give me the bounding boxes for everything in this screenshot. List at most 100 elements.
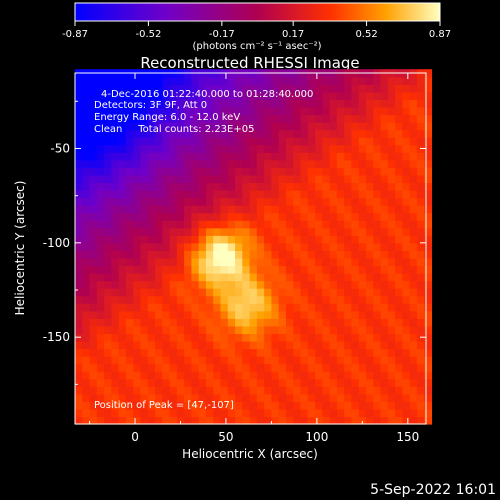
heatmap-cell: [125, 174, 134, 184]
heatmap-cell: [307, 340, 316, 350]
heatmap-cell: [96, 393, 105, 402]
heatmap-cell: [402, 235, 411, 244]
heatmap-cell: [227, 310, 236, 319]
heatmap-cell: [336, 106, 345, 116]
heatmap-cell: [147, 106, 156, 116]
heatmap-cell: [249, 408, 258, 418]
heatmap-cell: [198, 408, 207, 418]
heatmap-cell: [409, 220, 418, 229]
heatmap-cell: [96, 212, 105, 221]
heatmap-cell: [213, 174, 222, 184]
heatmap-cell: [300, 333, 309, 342]
heatmap-cell: [424, 378, 433, 387]
heatmap-cell: [184, 242, 192, 251]
heatmap-cell: [198, 371, 207, 380]
heatmap-cell: [416, 348, 425, 357]
heatmap-cell: [336, 84, 345, 93]
heatmap-cell: [213, 212, 222, 221]
heatmap-cell: [242, 76, 251, 85]
heatmap-cell: [402, 318, 411, 327]
heatmap-cell: [416, 122, 425, 131]
heatmap-cell: [89, 378, 98, 387]
heatmap-cell: [205, 137, 214, 146]
heatmap-cell: [235, 106, 243, 116]
heatmap-cell: [249, 144, 258, 153]
heatmap-cell: [344, 227, 353, 236]
heatmap-cell: [336, 122, 345, 131]
heatmap-cell: [416, 76, 425, 85]
heatmap-cell: [75, 174, 83, 184]
heatmap-cell: [300, 288, 309, 297]
heatmap-cell: [104, 288, 112, 297]
heatmap-cell: [409, 182, 418, 191]
heatmap-cell: [89, 99, 98, 108]
heatmap-cell: [213, 273, 222, 282]
heatmap-cell: [169, 393, 178, 402]
heatmap-cell: [89, 371, 98, 380]
heatmap-cell: [293, 76, 302, 85]
heatmap-cell: [402, 106, 411, 116]
heatmap-cell: [220, 333, 229, 342]
heatmap-cell: [293, 371, 302, 380]
heatmap-cell: [329, 273, 338, 282]
heatmap-cell: [213, 386, 222, 395]
heatmap-cell: [118, 205, 127, 214]
heatmap-cell: [380, 333, 389, 342]
heatmap-cell: [169, 416, 178, 425]
heatmap-cell: [256, 227, 265, 236]
heatmap-cell: [358, 310, 367, 319]
heatmap-cell: [271, 122, 280, 131]
heatmap-cell: [358, 378, 367, 387]
heatmap-cell: [315, 152, 323, 161]
heatmap-cell: [147, 333, 156, 342]
heatmap-cell: [424, 250, 433, 259]
heatmap-cell: [300, 122, 309, 131]
heatmap-cell: [147, 152, 156, 161]
heatmap-cell: [307, 197, 316, 206]
heatmap-cell: [409, 167, 418, 176]
heatmap-cell: [344, 91, 353, 101]
heatmap-cell: [140, 76, 149, 85]
heatmap-cell: [351, 106, 360, 116]
heatmap-cell: [264, 401, 273, 410]
heatmap-cell: [191, 318, 200, 327]
heatmap-cell: [147, 91, 156, 101]
heatmap-cell: [249, 333, 258, 342]
heatmap-cell: [256, 182, 265, 191]
heatmap-cell: [293, 227, 302, 236]
heatmap-cell: [125, 408, 134, 418]
heatmap-cell: [395, 99, 403, 108]
heatmap-cell: [125, 393, 134, 402]
heatmap-cell: [307, 220, 316, 229]
heatmap-cell: [336, 99, 345, 108]
heatmap-cell: [184, 356, 192, 365]
heatmap-cell: [162, 401, 171, 410]
heatmap-cell: [365, 152, 374, 161]
heatmap-cell: [351, 348, 360, 357]
heatmap-cell: [256, 325, 265, 335]
heatmap-cell: [387, 167, 396, 176]
heatmap-cell: [191, 333, 200, 342]
heatmap-cell: [235, 122, 243, 131]
heatmap-cell: [104, 152, 112, 161]
heatmap-cell: [184, 129, 192, 138]
heatmap-cell: [169, 144, 178, 153]
heatmap-cell: [140, 84, 149, 93]
heatmap-cell: [191, 295, 200, 304]
heatmap-cell: [351, 190, 360, 199]
heatmap-cell: [344, 386, 353, 395]
heatmap-cell: [82, 356, 91, 365]
heatmap-cell: [162, 265, 171, 274]
heatmap-cell: [220, 393, 229, 402]
heatmap-cell: [373, 363, 382, 372]
heatmap-cell: [111, 371, 120, 380]
heatmap-cell: [344, 265, 353, 274]
heatmap-cell: [227, 212, 236, 221]
heatmap-cell: [162, 242, 171, 251]
heatmap-cell: [336, 152, 345, 161]
heatmap-cell: [344, 174, 353, 184]
heatmap-cell: [125, 242, 134, 251]
heatmap-cell: [402, 295, 411, 304]
heatmap-cell: [89, 212, 98, 221]
heatmap-cell: [424, 393, 433, 402]
